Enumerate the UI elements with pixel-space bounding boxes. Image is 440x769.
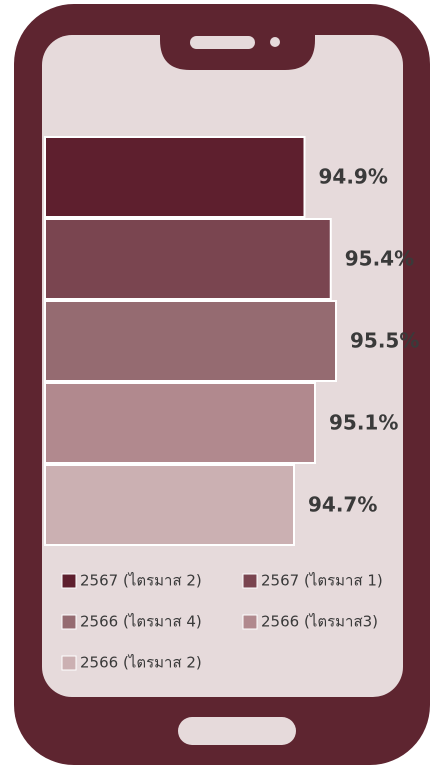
legend-label: 2566 (ไตรมาส3) <box>261 613 378 631</box>
bar <box>45 383 315 463</box>
value-label: 94.7% <box>308 493 377 517</box>
camera <box>270 37 280 47</box>
legend-label: 2566 (ไตรมาส 2) <box>80 654 202 672</box>
value-label: 95.1% <box>329 411 398 435</box>
legend-label: 2567 (ไตรมาส 1) <box>261 572 383 590</box>
bar <box>45 137 305 217</box>
speaker <box>190 36 255 49</box>
legend-swatch <box>62 656 76 670</box>
value-label: 95.5% <box>350 329 419 353</box>
legend-swatch <box>62 615 76 629</box>
bar <box>45 465 294 545</box>
home-button <box>178 717 296 745</box>
page: 94.9% 95.4% 95.5% 95.1% 94.7% 2567 (ไตรมาส 2)… <box>0 0 440 769</box>
legend-label: 2567 (ไตรมาส 2) <box>80 572 202 590</box>
legend-label: 2566 (ไตรมาส 4) <box>80 613 202 631</box>
value-label: 94.9% <box>319 165 388 189</box>
legend-swatch <box>62 574 76 588</box>
bar <box>45 301 336 381</box>
phone-chart: 94.9% 95.4% 95.5% 95.1% 94.7% 2567 (ไตรมาส 2)… <box>0 0 440 769</box>
legend-swatch <box>243 574 257 588</box>
bar <box>45 219 331 299</box>
legend-swatch <box>243 615 257 629</box>
value-label: 95.4% <box>345 247 414 271</box>
